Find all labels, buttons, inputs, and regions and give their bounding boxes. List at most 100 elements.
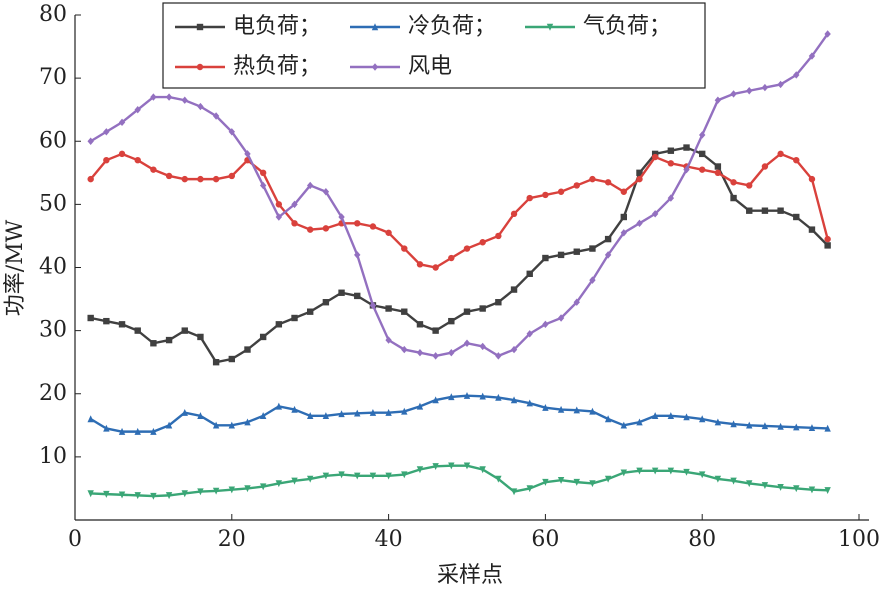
marker [369, 472, 377, 480]
marker [322, 299, 330, 306]
marker [244, 418, 251, 426]
marker [746, 207, 753, 214]
marker [510, 488, 518, 496]
marker [259, 333, 267, 341]
marker [824, 424, 831, 432]
marker [385, 229, 392, 236]
marker [463, 462, 471, 470]
marker [416, 261, 424, 268]
y-tick-label: 30 [39, 318, 67, 343]
marker [699, 415, 706, 423]
marker [714, 418, 722, 426]
marker [432, 264, 439, 271]
marker [714, 163, 722, 170]
marker [371, 23, 379, 31]
marker [103, 424, 110, 432]
marker [134, 327, 141, 334]
marker [134, 427, 141, 435]
marker [636, 175, 643, 183]
marker [228, 355, 235, 363]
marker [103, 490, 110, 498]
marker [526, 270, 533, 278]
marker [510, 396, 518, 404]
marker [730, 477, 737, 485]
marker [495, 352, 502, 360]
marker [212, 487, 220, 495]
marker [275, 480, 283, 488]
y-tick-label: 10 [39, 444, 67, 469]
marker [244, 150, 251, 158]
marker [165, 421, 173, 429]
marker [307, 412, 314, 420]
marker [510, 345, 518, 354]
marker [746, 480, 753, 488]
y-tick-label: 50 [39, 191, 67, 216]
marker [526, 399, 533, 407]
marker [150, 492, 157, 500]
marker [589, 175, 596, 183]
marker [746, 87, 753, 95]
marker [165, 336, 173, 344]
marker [761, 83, 769, 92]
marker [777, 80, 784, 89]
marker [620, 421, 627, 429]
marker [432, 352, 439, 360]
marker [416, 466, 424, 474]
marker [275, 402, 283, 410]
marker [322, 412, 330, 420]
y-tick-label: 70 [39, 65, 67, 90]
marker [118, 491, 126, 499]
marker [228, 421, 235, 429]
marker [714, 475, 722, 483]
marker [589, 276, 596, 284]
marker [369, 223, 377, 230]
marker [432, 396, 439, 404]
marker [730, 179, 737, 186]
y-tick-label: 20 [39, 381, 67, 406]
marker [479, 305, 486, 312]
marker [181, 327, 188, 334]
marker [526, 485, 533, 493]
marker [589, 407, 596, 415]
marker [714, 96, 722, 104]
marker [401, 471, 408, 479]
marker [212, 358, 220, 366]
marker [573, 478, 580, 486]
marker [808, 52, 816, 60]
marker [526, 194, 533, 202]
marker [604, 251, 612, 259]
marker [87, 175, 94, 183]
marker [307, 308, 314, 315]
marker [824, 30, 831, 38]
x-tick-label: 60 [531, 527, 559, 552]
marker [542, 320, 549, 329]
marker [275, 201, 283, 208]
marker [699, 131, 706, 139]
y-axis-label: 功率/MW [3, 219, 28, 316]
marker [134, 105, 141, 114]
marker [546, 23, 554, 31]
marker [181, 175, 188, 183]
marker [620, 188, 627, 195]
marker [103, 128, 110, 136]
marker [259, 483, 267, 491]
marker [291, 220, 298, 227]
marker [573, 298, 580, 306]
marker [824, 242, 831, 249]
marker [746, 421, 753, 429]
marker [228, 486, 235, 494]
marker [636, 418, 643, 426]
marker [714, 169, 722, 177]
marker [212, 175, 220, 183]
marker [385, 472, 392, 480]
marker [793, 71, 800, 79]
marker [495, 299, 502, 306]
marker [557, 477, 565, 484]
marker [401, 245, 408, 252]
marker [150, 166, 157, 173]
marker [573, 406, 580, 414]
y-tick-label: 40 [39, 255, 67, 280]
marker [181, 96, 188, 104]
marker [683, 144, 690, 151]
marker [604, 235, 612, 243]
